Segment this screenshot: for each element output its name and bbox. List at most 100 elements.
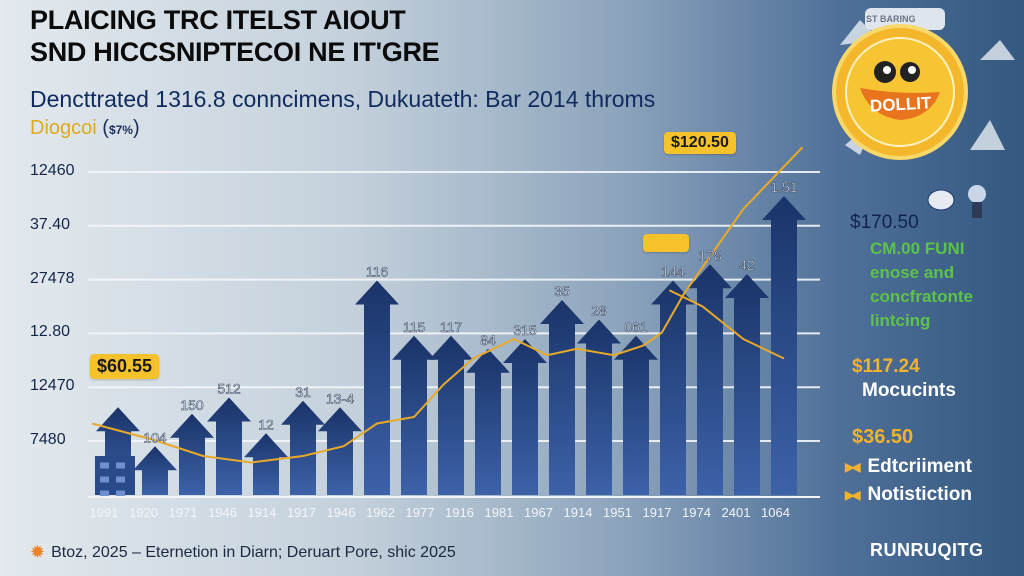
- x-tick-label: 1977: [406, 505, 435, 520]
- bar-arrow: [392, 335, 436, 495]
- window-icon: [116, 476, 125, 483]
- bar-value-label: 115: [403, 319, 426, 335]
- bar-arrow: [540, 300, 584, 495]
- x-tick-label: 1916: [445, 505, 474, 520]
- x-tick-label: 1914: [564, 505, 593, 520]
- bar-arrow: [614, 335, 658, 495]
- bar-arrow: [466, 348, 510, 495]
- series-line-trend-down: [668, 289, 785, 360]
- bar-value-label: 061: [624, 319, 648, 335]
- y-tick-label: 12470: [30, 377, 75, 395]
- chart-subtitle: Dencttrated 1316.8 conncimens, Dukuateth…: [30, 86, 656, 112]
- legend-text-5: Notistiction: [867, 484, 972, 505]
- title-line-2: SND HICCSNIPTECOI NE IT'GRE: [30, 37, 440, 67]
- paren-open: (: [102, 117, 109, 139]
- bar-value-label: 144: [661, 264, 685, 280]
- legend-price-2: $117.24: [852, 356, 920, 377]
- house-icon: [95, 456, 135, 495]
- legend-item-5: ▶◀ Notistiction: [845, 484, 972, 506]
- badge-icon: [927, 189, 955, 211]
- legend-text-4: Edtcriiment: [867, 456, 972, 477]
- bowtie-icon: ▶◀: [845, 488, 861, 502]
- x-tick-label: 2401: [722, 505, 751, 520]
- bar-value-label: 104: [143, 429, 167, 445]
- legend-line: concfratonte: [870, 287, 973, 306]
- window-icon: [100, 490, 109, 497]
- x-tick-label: 1951: [603, 505, 632, 520]
- footer-source: ✹ Btoz, 2025 – Eternetion in Diarn; Deru…: [30, 542, 456, 563]
- empty-callout: [643, 234, 689, 252]
- bar-value-label: 117: [440, 319, 463, 335]
- y-tick-label: 37.40: [30, 215, 71, 233]
- x-tick-labels: 1991 1920 1971 1946 1914 1917 1946 1962 1977 1916…: [90, 505, 790, 520]
- badge-icons: [927, 185, 986, 218]
- bar-arrow: [318, 407, 362, 495]
- x-tick-label: 1917: [287, 505, 316, 520]
- bar-value-label: 150: [180, 397, 204, 413]
- window-icon: [100, 462, 109, 469]
- bar-arrow: [725, 274, 769, 495]
- footer-brand: RUNRUQITG: [870, 540, 984, 560]
- bar-value-label: 31: [295, 384, 311, 400]
- bar-value-label: 1.51: [770, 179, 797, 195]
- subtitle-garbled: $7%: [108, 123, 133, 137]
- bar-arrow: [355, 280, 399, 495]
- x-tick-label: 1917: [643, 505, 672, 520]
- bar-value-label: 178: [698, 247, 722, 263]
- x-tick-label: 1920: [129, 505, 158, 520]
- x-tick-label: 1962: [366, 505, 395, 520]
- y-tick-label: 12.80: [30, 323, 71, 341]
- bar-arrow: [577, 319, 621, 495]
- bar-value-label: 28: [591, 303, 607, 319]
- window-icon: [100, 476, 109, 483]
- sun-icon: ✹: [30, 542, 46, 562]
- bar-value-label: 42: [739, 257, 755, 273]
- bar-value-label: 315: [513, 322, 537, 338]
- x-tick-label: 1981: [485, 505, 514, 520]
- bar-arrow: [688, 264, 732, 495]
- bar-arrow: [133, 446, 177, 495]
- legend-price-3: $36.50: [852, 426, 914, 448]
- bar-value-label: 84: [480, 332, 496, 348]
- coin-logo-icon: [832, 8, 1015, 160]
- bar-value-label: 35: [554, 283, 570, 299]
- bar-value-label: 116: [366, 264, 389, 280]
- legend-item-4: ▶◀ Edtcriiment: [845, 456, 972, 478]
- legend-text-1: CM.00 FUNI enose and concfratonte lintci…: [870, 237, 973, 333]
- bar-arrow: [762, 196, 806, 495]
- legend-line: enose and: [870, 263, 955, 282]
- bar-arrow: [170, 413, 214, 495]
- bar-arrow: [503, 339, 547, 495]
- subtitle-label: Diogcoi: [30, 117, 97, 139]
- x-tick-label: 1064: [761, 505, 790, 520]
- price-callout-low: $60.55: [90, 354, 160, 379]
- bar-arrow: [244, 433, 288, 495]
- legend-line: lintcing: [870, 311, 931, 330]
- bar-arrow: [651, 280, 695, 495]
- chart-title: PLAICING TRC ITELST AIOUT SND HICCSNIPTE…: [30, 4, 440, 68]
- x-tick-label: 1967: [524, 505, 553, 520]
- x-tick-label: 1946: [208, 505, 237, 520]
- logo-banner: ST BARING: [866, 14, 916, 24]
- paren-close: ): [132, 117, 140, 139]
- bar-labels: 104 150 512 12 31 13-4 116 115 117 84 315 35 28 061 14…: [143, 179, 798, 446]
- chart-subtitle-2: Diogcoi ($7%): [30, 117, 140, 140]
- bar-arrow: [281, 400, 325, 495]
- trend-lines: [91, 146, 804, 464]
- bar-value-label: 512: [217, 381, 241, 397]
- x-tick-label: 1991: [90, 505, 119, 520]
- bowtie-icon: ▶◀: [845, 460, 861, 474]
- bar-arrow: [207, 397, 251, 495]
- series-line-trend-up: [91, 146, 804, 464]
- legend-text-2: Mocucints: [862, 380, 956, 401]
- x-tick-label: 1974: [682, 505, 711, 520]
- window-icon: [116, 490, 125, 497]
- footer-text: Btoz, 2025 – Eternetion in Diarn; Deruar…: [51, 543, 456, 561]
- globe-icon: [968, 185, 986, 203]
- x-tick-label: 1946: [327, 505, 356, 520]
- y-tick-label: 27478: [30, 269, 75, 287]
- bar-value-label: 12: [258, 416, 274, 432]
- price-callout-high: $120.50: [664, 132, 736, 154]
- legend-line: CM.00 FUNI: [870, 239, 965, 258]
